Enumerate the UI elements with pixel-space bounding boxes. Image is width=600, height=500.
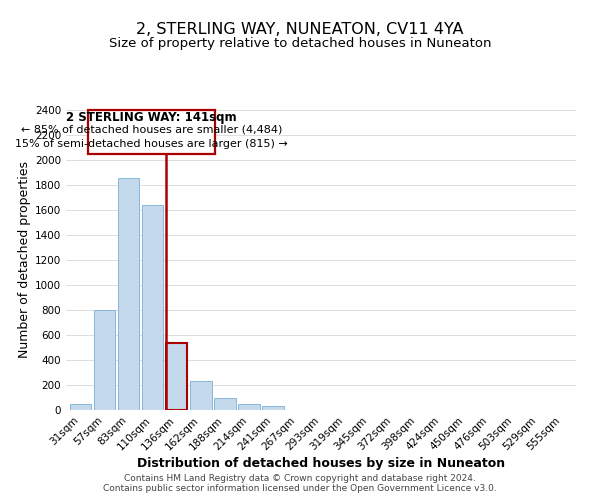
X-axis label: Distribution of detached houses by size in Nuneaton: Distribution of detached houses by size … — [137, 458, 505, 470]
Text: 2, STERLING WAY, NUNEATON, CV11 4YA: 2, STERLING WAY, NUNEATON, CV11 4YA — [136, 22, 464, 38]
Text: Contains HM Land Registry data © Crown copyright and database right 2024.: Contains HM Land Registry data © Crown c… — [124, 474, 476, 483]
Y-axis label: Number of detached properties: Number of detached properties — [18, 162, 31, 358]
Bar — [70, 404, 91, 410]
Bar — [238, 404, 260, 410]
Bar — [166, 342, 187, 410]
Bar — [118, 178, 139, 410]
Bar — [190, 381, 212, 410]
Text: 15% of semi-detached houses are larger (815) →: 15% of semi-detached houses are larger (… — [15, 138, 288, 149]
Text: Size of property relative to detached houses in Nuneaton: Size of property relative to detached ho… — [109, 38, 491, 51]
Bar — [142, 205, 163, 410]
Text: Contains public sector information licensed under the Open Government Licence v3: Contains public sector information licen… — [103, 484, 497, 493]
FancyBboxPatch shape — [88, 110, 215, 154]
Text: 2 STERLING WAY: 141sqm: 2 STERLING WAY: 141sqm — [66, 111, 237, 124]
Bar — [262, 406, 284, 410]
Bar — [214, 398, 236, 410]
Text: ← 85% of detached houses are smaller (4,484): ← 85% of detached houses are smaller (4,… — [21, 125, 282, 135]
Bar — [94, 310, 115, 410]
